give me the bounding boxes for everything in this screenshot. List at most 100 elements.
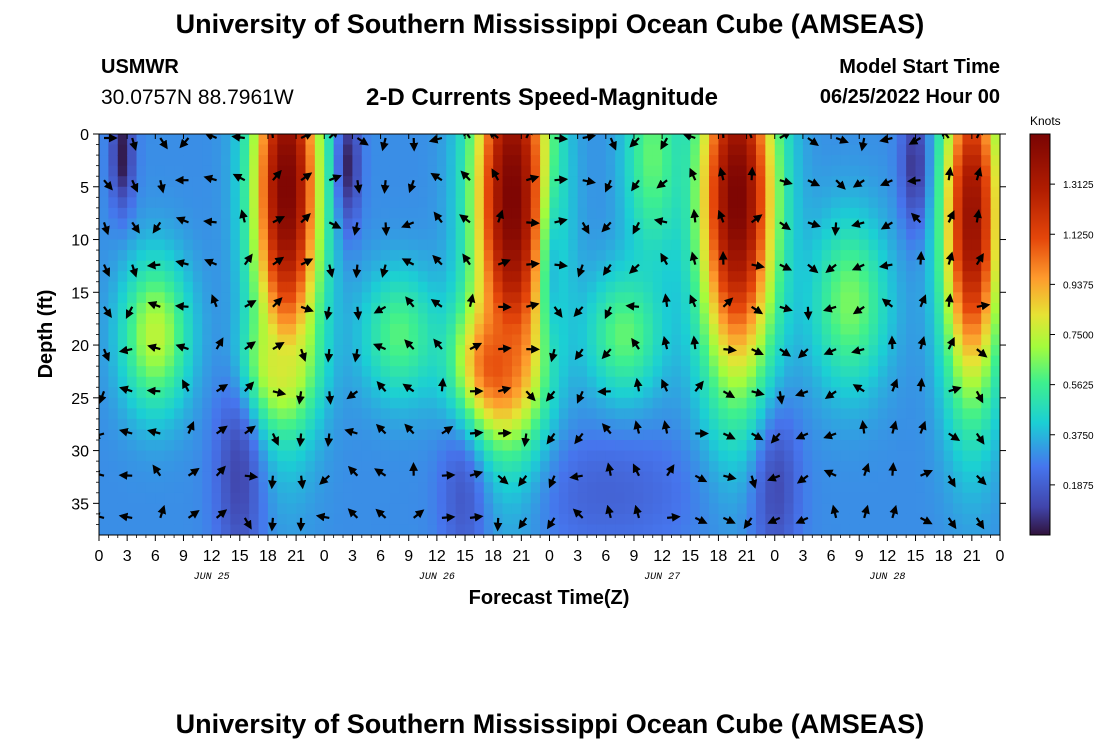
heatmap-cell [924,376,935,388]
heatmap-cell [145,207,156,220]
heatmap-cell [145,366,156,378]
heatmap-cell [314,271,325,283]
heatmap-cell [615,250,626,262]
heatmap-cell [408,376,419,388]
heatmap-cell [568,323,579,336]
heatmap-cell [746,186,757,198]
current-vector [380,137,389,152]
heatmap-cell [117,186,128,198]
heatmap-cell [399,186,410,198]
heatmap-cell [699,155,710,167]
heatmap-cell [755,134,766,146]
heatmap-cell [812,207,823,220]
heatmap-cell [615,376,626,388]
heatmap-cell [230,387,241,399]
heatmap-cell [343,492,354,504]
heatmap-cell [183,366,194,378]
heatmap-cell [690,387,701,399]
heatmap-cell [389,218,400,230]
heatmap-cell [521,281,532,293]
heatmap-cell [99,503,109,515]
heatmap-cell [540,513,551,526]
heatmap-cell [755,186,766,198]
heatmap-cell [765,323,776,336]
heatmap-cell [418,165,429,177]
heatmap-cell [202,250,213,262]
current-vector [495,209,504,223]
current-vector [605,504,614,519]
heatmap-cell [896,482,907,494]
heatmap-cell [352,503,363,515]
heatmap-cell [821,186,832,198]
heatmap-cell [784,429,795,441]
heatmap-cell [211,313,222,325]
heatmap-cell [990,250,1000,262]
heatmap-cell [765,450,776,462]
heatmap-cell [99,471,109,483]
x-tick-label: 15 [456,548,474,565]
current-vector [632,463,641,477]
heatmap-cell [549,271,560,283]
heatmap-cell [221,461,231,473]
heatmap-cell [859,260,870,272]
heatmap-cell [164,144,175,156]
heatmap-cell [230,397,241,409]
heatmap-cell [249,503,260,515]
heatmap-cell [127,345,138,357]
current-vector [554,175,569,185]
heatmap-cell [802,345,813,357]
current-vector [546,517,556,530]
heatmap-cell [521,397,532,409]
heatmap-cell [436,366,447,378]
heatmap-cell [455,503,466,515]
heatmap-cell [427,155,438,167]
heatmap-cell [127,482,138,494]
heatmap-cell [483,186,494,198]
heatmap-cell [277,260,288,272]
heatmap-cell [737,239,748,251]
heatmap-cell [849,165,860,177]
heatmap-cell [343,165,354,177]
heatmap-cell [136,334,147,346]
heatmap-cell [718,408,729,420]
heatmap-cell [896,292,907,304]
heatmap-cell [812,429,823,441]
heatmap-cell [399,482,410,494]
heatmap-cell [511,292,522,304]
heatmap-cell [587,387,598,399]
current-vector [660,252,669,266]
heatmap-cell [709,482,720,494]
heatmap-cell [727,461,738,473]
heatmap-cell [737,492,748,504]
heatmap-cell [859,239,870,251]
heatmap-cell [211,397,222,409]
heatmap-cell [296,155,307,167]
heatmap-cell [568,313,579,325]
heatmap-cell [305,450,316,462]
heatmap-cell [145,271,156,283]
current-vector [405,296,415,308]
heatmap-cell [755,461,766,473]
heatmap-cell [699,461,710,473]
heatmap-cell [540,313,551,325]
heatmap-cell [221,366,231,378]
heatmap-cell [127,429,138,441]
heatmap-cell [887,440,898,452]
heatmap-cell [896,513,907,526]
heatmap-cell [174,387,185,399]
current-vector [722,297,734,308]
current-vector [906,176,921,185]
heatmap-cell [840,186,851,198]
current-vector [175,343,189,352]
heatmap-cell [953,355,964,367]
heatmap-cell [99,334,109,346]
heatmap-cell [568,186,579,198]
heatmap-cell [577,482,588,494]
heatmap-cell [427,334,438,346]
heatmap-cell [896,471,907,483]
heatmap-cell [371,323,382,336]
current-vector [779,221,791,231]
heatmap-cell [502,450,513,462]
current-vector [750,214,763,224]
heatmap-cell [258,397,269,409]
